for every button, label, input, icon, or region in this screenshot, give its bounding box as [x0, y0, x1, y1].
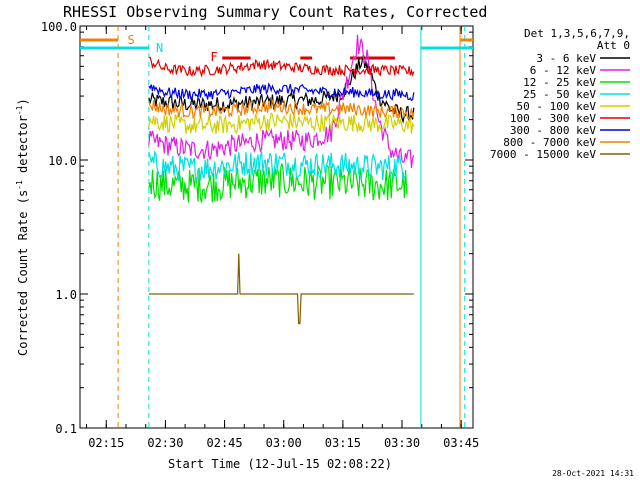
series-line-300-800-kev — [148, 82, 415, 102]
y-tick-label: 0.1 — [55, 422, 77, 436]
legend-label: 50 - 100 keV — [517, 100, 597, 113]
legend-label: 100 - 300 keV — [510, 112, 596, 125]
x-tick-label: 02:45 — [207, 436, 243, 450]
y-tick-label: 100.0 — [41, 20, 77, 34]
y-tick-label: 1.0 — [55, 288, 77, 302]
x-tick-label: 03:15 — [325, 436, 361, 450]
legend-label: 3 - 6 keV — [536, 52, 596, 65]
x-tick-label: 03:45 — [443, 436, 479, 450]
x-axis-label: Start Time (12-Jul-15 02:08:22) — [168, 457, 392, 471]
x-tick-label: 02:15 — [88, 436, 124, 450]
series-line-800-7000-kev — [148, 98, 415, 120]
x-tick-label: 03:30 — [384, 436, 420, 450]
series-line-6-12-kev — [148, 34, 415, 169]
series-line-100-300-kev — [148, 56, 415, 78]
legend-label: 6 - 12 keV — [530, 64, 597, 77]
chart-title: RHESSI Observing Summary Count Rates, Co… — [63, 3, 487, 21]
y-axis-label: Corrected Count Rate (s-1 detector-1) — [15, 98, 30, 356]
legend-label: 25 - 50 keV — [523, 88, 596, 101]
series-line-25-50-kev — [148, 149, 407, 183]
legend-label: 7000 - 15000 keV — [490, 148, 596, 161]
legend-label: 800 - 7000 keV — [503, 136, 596, 149]
saa-flag-label: S — [128, 33, 135, 47]
flare-flag-label: F — [210, 50, 217, 64]
night-flag-label: N — [156, 41, 163, 55]
series-line-50-100-kev — [148, 112, 415, 135]
legend-label: 300 - 800 keV — [510, 124, 596, 137]
x-tick-label: 02:30 — [147, 436, 183, 450]
legend-header-1: Det 1,3,5,6,7,9, — [524, 27, 630, 40]
legend-label: 12 - 25 keV — [523, 76, 596, 89]
timestamp: 28-Oct-2021 14:31 — [552, 469, 634, 478]
y-tick-label: 10.0 — [48, 154, 77, 168]
legend-header-2: Att 0 — [597, 39, 630, 52]
x-tick-label: 03:00 — [266, 436, 302, 450]
series-line-7000-15000-kev — [148, 253, 414, 325]
plot-area: 100.0 10.0 1.0 0.1 02:15 02:30 02:45 03:00 03:15… — [41, 20, 479, 450]
plot-frame — [79, 25, 474, 429]
